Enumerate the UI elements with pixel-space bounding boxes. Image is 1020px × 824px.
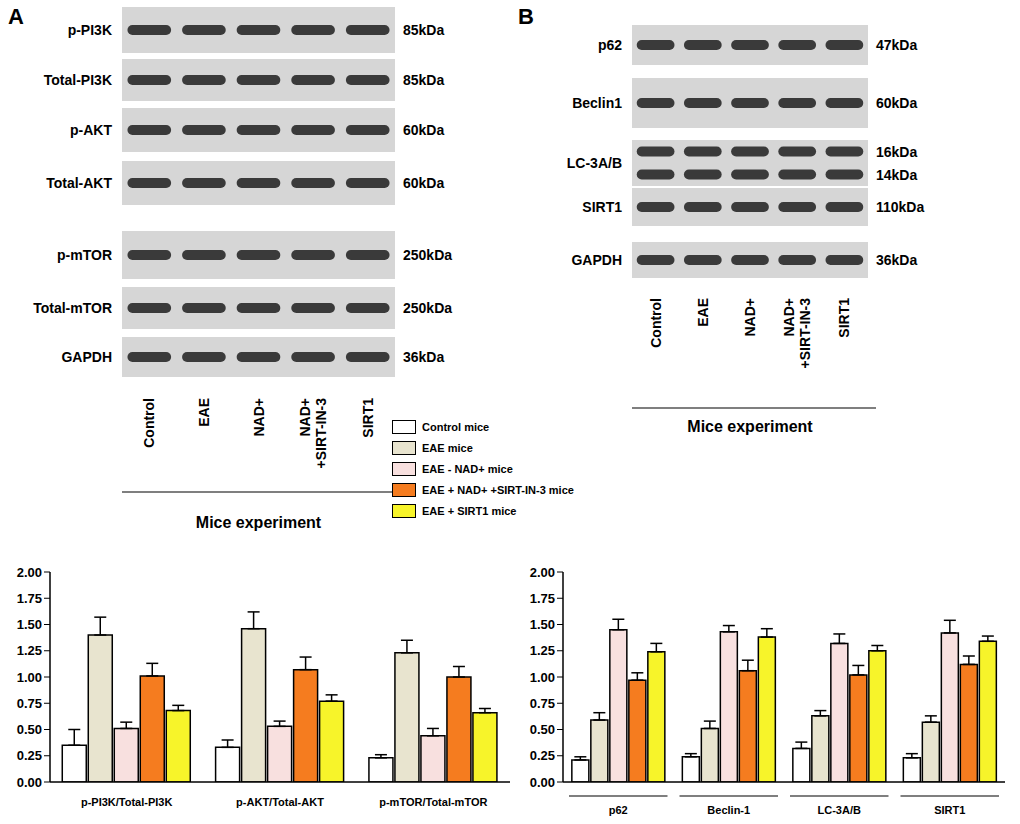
- svg-text:Total-AKT: Total-AKT: [46, 175, 112, 191]
- svg-text:2.00: 2.00: [530, 565, 555, 580]
- svg-text:p-AKT: p-AKT: [70, 122, 112, 138]
- svg-text:NAD+: NAD+: [742, 298, 758, 337]
- svg-text:NAD+: NAD+: [297, 398, 313, 437]
- svg-text:110kDa: 110kDa: [876, 199, 924, 215]
- svg-text:GAPDH: GAPDH: [571, 252, 622, 268]
- svg-text:Beclin1: Beclin1: [572, 95, 622, 111]
- svg-text:1.25: 1.25: [530, 643, 555, 658]
- svg-text:Control: Control: [648, 298, 664, 348]
- svg-text:2.00: 2.00: [17, 565, 42, 580]
- svg-text:85kDa: 85kDa: [403, 72, 444, 88]
- svg-text:EAE: EAE: [695, 298, 711, 327]
- svg-text:A: A: [8, 4, 24, 29]
- svg-text:1.50: 1.50: [530, 617, 555, 632]
- svg-text:0.00: 0.00: [17, 775, 42, 790]
- svg-text:1.75: 1.75: [17, 591, 42, 606]
- svg-text:0.50: 0.50: [17, 722, 42, 737]
- svg-text:Mice experiment: Mice experiment: [687, 418, 813, 435]
- html-text:EAE + SIRT1 mice: EAE + SIRT1 mice: [422, 504, 517, 517]
- svg-text:0.75: 0.75: [530, 696, 555, 711]
- svg-text:0.00: 0.00: [530, 775, 555, 790]
- svg-text:SIRT1: SIRT1: [836, 298, 852, 338]
- svg-text:B: B: [518, 4, 534, 29]
- html-text:EAE + NAD+ +SIRT-IN-3 mice: EAE + NAD+ +SIRT-IN-3 mice: [422, 483, 574, 496]
- svg-text:SIRT1: SIRT1: [934, 804, 965, 816]
- svg-text:250kDa: 250kDa: [403, 247, 452, 263]
- svg-text:Mice experiment: Mice experiment: [196, 514, 322, 531]
- svg-text:p-mTOR/Total-mTOR: p-mTOR/Total-mTOR: [379, 796, 487, 808]
- svg-text:250kDa: 250kDa: [403, 300, 452, 316]
- svg-text:47kDa: 47kDa: [876, 37, 917, 53]
- svg-text:Beclin-1: Beclin-1: [707, 804, 750, 816]
- svg-text:p-AKT/Total-AKT: p-AKT/Total-AKT: [236, 796, 324, 808]
- svg-text:1.75: 1.75: [530, 591, 555, 606]
- svg-text:60kDa: 60kDa: [403, 122, 444, 138]
- svg-text:16kDa: 16kDa: [876, 144, 917, 160]
- html-text:Control mice: Control mice: [422, 420, 490, 433]
- svg-text:EAE: EAE: [196, 398, 212, 427]
- svg-text:36kDa: 36kDa: [403, 349, 444, 365]
- svg-text:LC-3A/B: LC-3A/B: [818, 804, 861, 816]
- svg-text:1.25: 1.25: [17, 643, 42, 658]
- svg-text:60kDa: 60kDa: [403, 175, 444, 191]
- svg-text:0.50: 0.50: [530, 722, 555, 737]
- svg-text:0.25: 0.25: [17, 748, 42, 763]
- svg-text:Total-PI3K: Total-PI3K: [44, 72, 112, 88]
- svg-text:0.75: 0.75: [17, 696, 42, 711]
- svg-text:p62: p62: [609, 804, 628, 816]
- svg-text:p-PI3K: p-PI3K: [68, 22, 112, 38]
- html-text:EAE mice: EAE mice: [422, 441, 473, 454]
- svg-text:Total-mTOR: Total-mTOR: [33, 300, 112, 316]
- svg-text:14kDa: 14kDa: [876, 167, 917, 183]
- svg-text:SIRT1: SIRT1: [360, 398, 376, 438]
- svg-text:Control: Control: [141, 398, 157, 448]
- svg-text:LC-3A/B: LC-3A/B: [567, 155, 622, 171]
- svg-text:p62: p62: [598, 37, 622, 53]
- svg-text:NAD+: NAD+: [781, 298, 797, 337]
- svg-text:+SIRT-IN-3: +SIRT-IN-3: [313, 398, 329, 469]
- svg-text:+SIRT-IN-3: +SIRT-IN-3: [797, 298, 813, 369]
- svg-text:1.50: 1.50: [17, 617, 42, 632]
- svg-text:NAD+: NAD+: [251, 398, 267, 437]
- svg-text:36kDa: 36kDa: [876, 252, 917, 268]
- svg-text:85kDa: 85kDa: [403, 22, 444, 38]
- svg-text:SIRT1: SIRT1: [582, 199, 622, 215]
- html-text:EAE - NAD+ mice: EAE - NAD+ mice: [422, 462, 513, 475]
- svg-text:60kDa: 60kDa: [876, 95, 917, 111]
- svg-text:1.00: 1.00: [530, 670, 555, 685]
- svg-text:p-mTOR: p-mTOR: [57, 247, 112, 263]
- svg-text:GAPDH: GAPDH: [61, 349, 112, 365]
- svg-text:1.00: 1.00: [17, 670, 42, 685]
- svg-text:0.25: 0.25: [530, 748, 555, 763]
- svg-text:p-PI3K/Total-PI3K: p-PI3K/Total-PI3K: [81, 796, 173, 808]
